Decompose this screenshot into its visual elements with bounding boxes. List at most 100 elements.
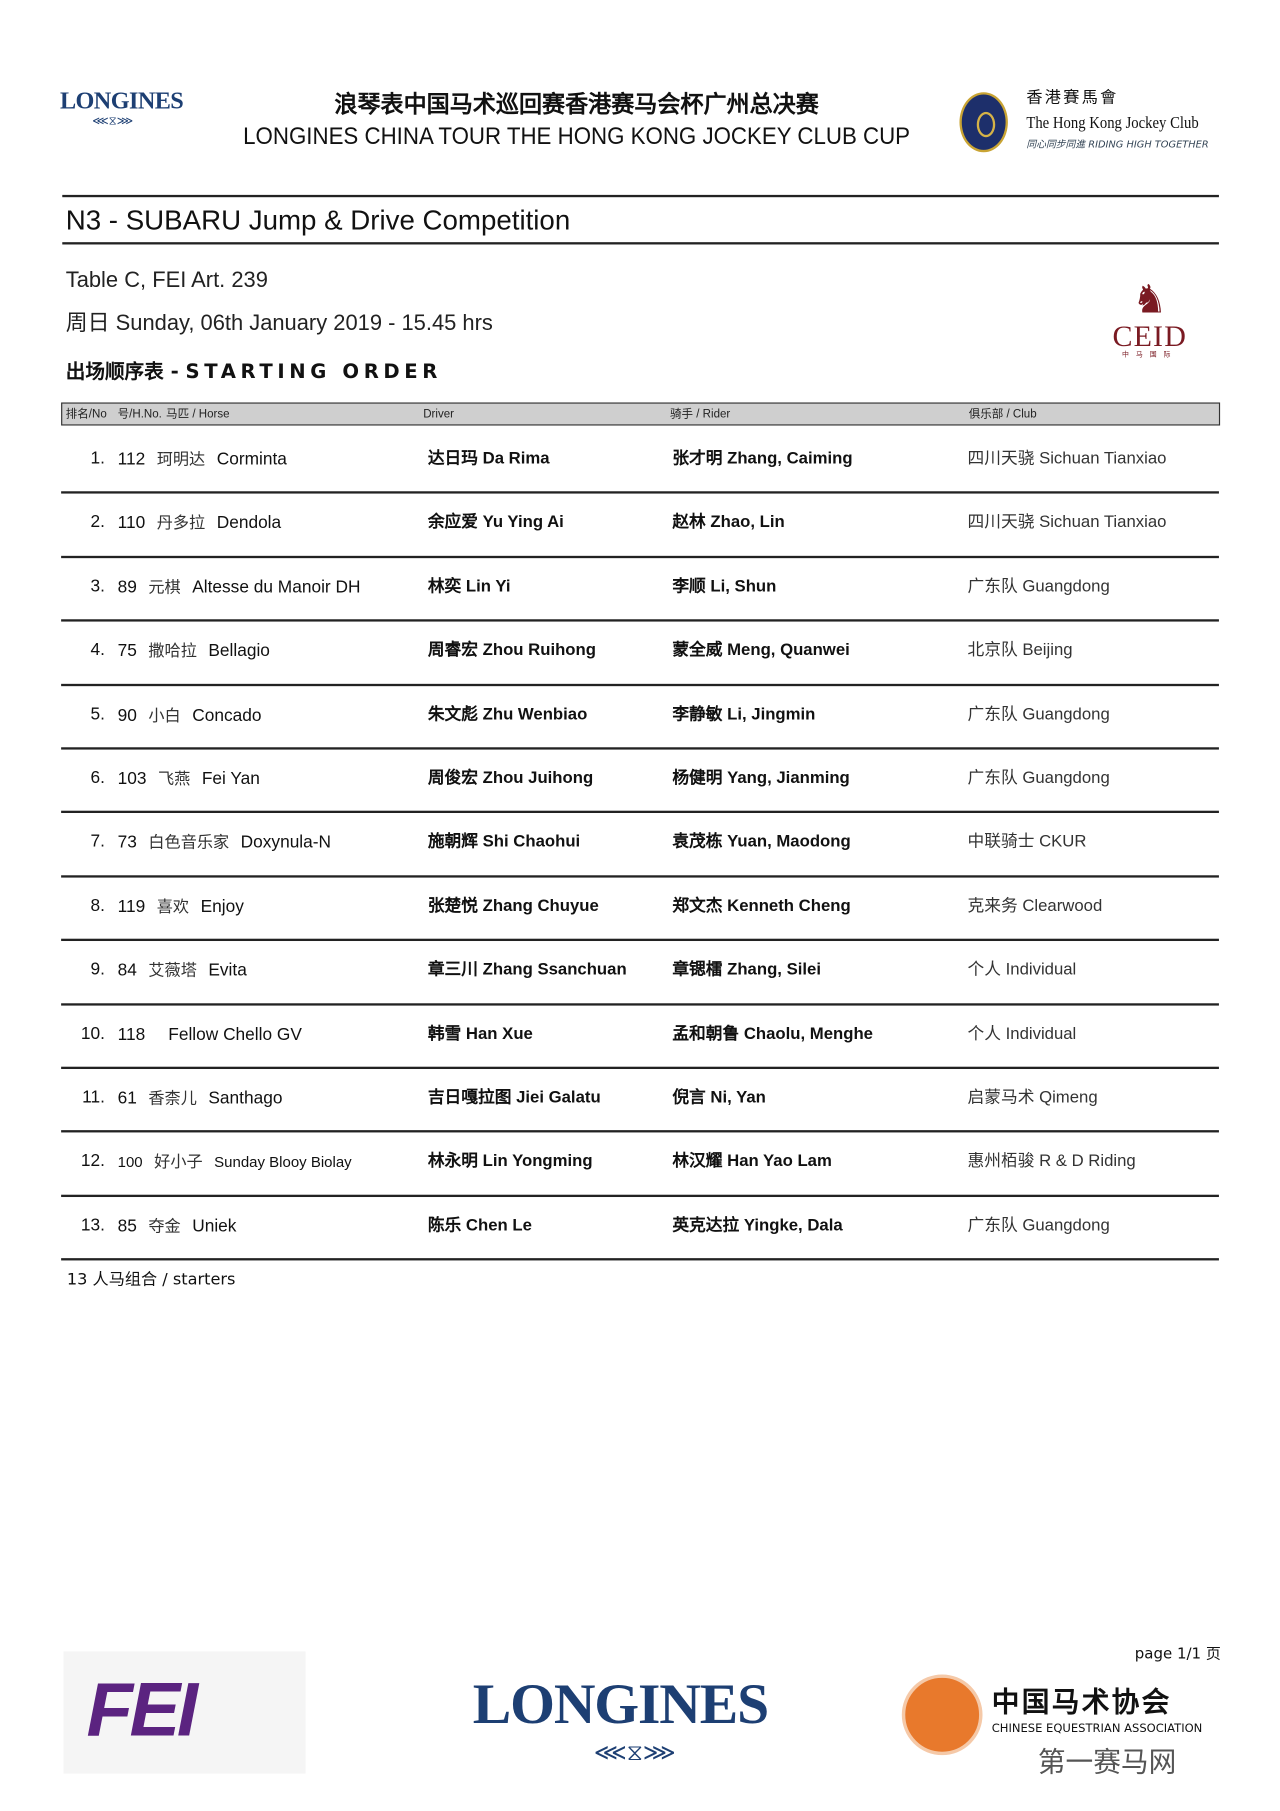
order-cn: 出场顺序表 - [65, 360, 186, 385]
horse-number: 75 [117, 641, 137, 661]
cea-name-en: CHINESE EQUESTRIAN ASSOCIATION [991, 1722, 1203, 1736]
horse-number: 110 [117, 513, 146, 534]
club: 广东队 Guangdong [967, 769, 1110, 788]
rider: 倪言 Ni, Yan [672, 1088, 766, 1108]
horse-name: Santhago [208, 1088, 283, 1109]
horse-name-cn: 元棋 [148, 577, 181, 596]
horse-cell: 119 喜欢 Enjoy [118, 896, 420, 918]
table-rule: Table C, FEI Art. 239 [65, 268, 268, 293]
rank: 1. [90, 448, 105, 469]
starting-order-heading: 出场顺序表 - STARTING ORDER [66, 361, 442, 384]
rider: 林汉耀 Han Yao Lam [672, 1152, 832, 1171]
ceid-sub: 中马国际 [1122, 350, 1178, 359]
table-row: 5. 90 小白 Concado 朱文彪 Zhu Wenbiao 李静敏 Li, Jing… [61, 683, 1219, 750]
rank: 9. [90, 959, 105, 980]
table-row: 2. 110 丹多拉 Dendola 余应爱 Yu Ying Ai 赵林 Zhao, Li… [61, 492, 1219, 558]
rank: 11. [82, 1087, 105, 1108]
horse-name-cn: 香柰儿 [148, 1088, 197, 1108]
starters-count: 13 人马组合 / starters [66, 1270, 236, 1290]
rider: 章锶檑 Zhang, Silei [672, 960, 821, 980]
horse-cell: 89 元棋 Altesse du Manoir DH [118, 576, 420, 598]
horse-name: Bellagio [208, 641, 270, 661]
horse-name: Concado [192, 705, 262, 725]
horse-name-cn: 白色音乐家 [148, 833, 230, 852]
rank: 5. [90, 704, 105, 724]
col-driver: Driver [423, 408, 454, 421]
club: 个人 Individual [967, 1024, 1077, 1044]
horse-number: 90 [117, 705, 137, 725]
table-row: 3. 89 元棋 Altesse du Manoir DH 林奕 Lin Yi 李顺 Li… [61, 556, 1219, 622]
horse-number: 89 [117, 577, 137, 598]
rider: 杨健明 Yang, Jianming [672, 769, 850, 788]
horse-cell: 90 小白 Concado [118, 704, 420, 726]
rank: 12. [80, 1151, 105, 1171]
hkjc-name-cn: 香港賽馬會 [1026, 89, 1119, 108]
horse-name: Corminta [216, 449, 287, 470]
table-row: 4. 75 撒哈拉 Bellagio 周睿宏 Zhou Ruihong 蒙全威 Meng,… [61, 619, 1219, 686]
table-row: 10. 118 Fellow Chello GV 韩雪 Han Xue 孟和朝鲁 Cha… [61, 1003, 1219, 1069]
rider: 英克达拉 Yingke, Dala [672, 1216, 843, 1235]
horse-cell: 100 好小子 Sunday Blooy Biolay [118, 1151, 420, 1173]
longines-footer-logo: LONGINES [472, 1670, 769, 1736]
rank: 6. [90, 768, 105, 788]
driver: 陈乐 Chen Le [427, 1216, 532, 1235]
driver: 周俊宏 Zhou Juihong [427, 769, 594, 788]
table-row: 8. 119 喜欢 Enjoy 张楚悦 Zhang Chuyue 郑文杰 Kenneth … [61, 875, 1219, 942]
horse-name: Altesse du Manoir DH [192, 577, 361, 598]
driver: 林奕 Lin Yi [427, 577, 511, 596]
club: 中联骑士 CKUR [967, 833, 1087, 852]
club: 广东队 Guangdong [967, 705, 1110, 724]
table-row: 13. 85 夺金 Uniek 陈乐 Chen Le 英克达拉 Yingke, Dala 广… [61, 1194, 1219, 1261]
horse-cell: 103 飞燕 Fei Yan [118, 768, 420, 790]
rank: 4. [90, 640, 105, 660]
horse-number: 112 [117, 449, 146, 470]
rank: 10. [80, 1023, 105, 1044]
horse-name-cn: 夺金 [148, 1216, 181, 1235]
page-number: page 1/1 页 [1134, 1645, 1221, 1663]
club: 四川天骁 Sichuan Tianxiao [967, 449, 1167, 469]
horse-name-cn: 珂明达 [156, 449, 206, 469]
order-en: STARTING ORDER [185, 360, 443, 385]
driver: 张楚悦 Zhang Chuyue [427, 896, 599, 916]
ceid-logo: ♞ CEID 中马国际 [1098, 277, 1202, 369]
event-title-en: LONGINES CHINA TOUR THE HONG KONG JOCKEY… [243, 123, 911, 150]
rider: 郑文杰 Kenneth Cheng [672, 896, 851, 916]
club: 个人 Individual [967, 960, 1077, 980]
fei-logo: FEI [63, 1651, 306, 1774]
driver: 施朝辉 Shi Chaohui [427, 833, 581, 852]
horse-name: Doxynula-N [240, 833, 332, 853]
fei-text: FEI [86, 1666, 197, 1752]
horse-number: 61 [117, 1088, 137, 1109]
horse-rider-icon: ♞ [1132, 276, 1168, 323]
col-horse: 马匹 / Horse [166, 408, 230, 421]
table-header: 排名/No 号/H.No. 马匹 / Horse Driver 骑手 / Rid… [61, 402, 1221, 426]
longines-wings-icon: ⋘⧖⋙ [593, 1737, 676, 1766]
rank: 7. [90, 831, 105, 852]
rank: 2. [90, 512, 105, 533]
competition-date: 周日 Sunday, 06th January 2019 - 15.45 hrs [65, 311, 493, 336]
col-rider: 骑手 / Rider [670, 408, 731, 421]
club: 广东队 Guangdong [967, 577, 1110, 596]
horse-number: 85 [117, 1216, 137, 1236]
club: 克来务 Clearwood [967, 896, 1103, 916]
divider [62, 194, 1219, 198]
hkjc-name-en: The Hong Kong Jockey Club [1026, 114, 1199, 133]
horse-number: 73 [117, 833, 137, 853]
horse-name-cn: 撒哈拉 [148, 641, 197, 660]
hkjc-emblem-icon [959, 92, 1008, 153]
table-row: 11. 61 香柰儿 Santhago 吉日嘎拉图 Jiei Galatu 倪言 Ni, … [61, 1067, 1219, 1133]
horse-name-cn: 丹多拉 [156, 513, 206, 533]
rider: 李静敏 Li, Jingmin [672, 705, 816, 724]
horse-cell: 73 白色音乐家 Doxynula-N [118, 832, 420, 854]
driver: 达日玛 Da Rima [427, 449, 550, 469]
rider: 张才明 Zhang, Caiming [672, 449, 853, 469]
horse-cell: 75 撒哈拉 Bellagio [118, 640, 420, 662]
horse-name: Dendola [216, 513, 282, 534]
driver: 朱文彪 Zhu Wenbiao [427, 705, 588, 724]
ceid-text: CEID [1112, 319, 1188, 353]
longines-wings-icon: ⋘⧖⋙ [92, 115, 134, 129]
horse-number: 103 [117, 769, 147, 789]
horse-number: 118 [117, 1024, 146, 1045]
horse-name: Uniek [192, 1216, 237, 1236]
col-hno: 号/H.No. [117, 408, 162, 421]
